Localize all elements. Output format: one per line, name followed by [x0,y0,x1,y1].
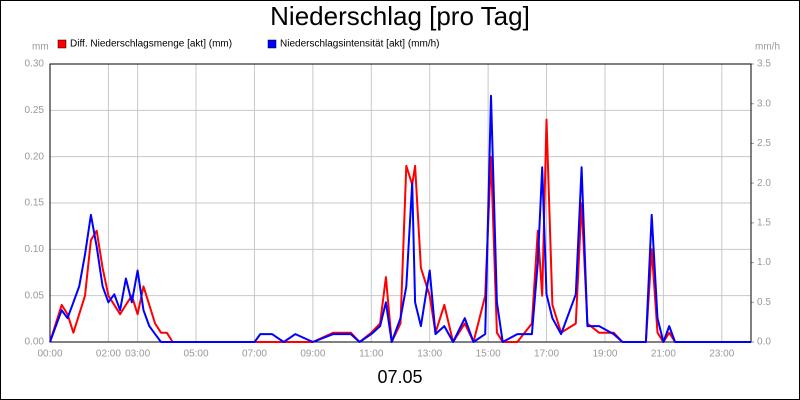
legend: Diff. Niederschlagsmenge [akt] (mm) Niede… [57,39,440,50]
chart-title: Niederschlag [pro Tag] [270,1,530,31]
x-tick-label: 19:00 [592,349,617,360]
legend-label: Niederschlagsintensität [akt] (mm/h) [280,39,440,50]
x-tick-label: 00:00 [37,349,62,360]
y2-tick-label: 2.5 [757,138,771,149]
y-tick-label: 0.30 [25,59,45,70]
y-tick-label: 0.10 [25,244,45,255]
y2-tick-label: 3.5 [757,59,771,70]
y-axis-label: mm [32,42,49,53]
legend-label: Diff. Niederschlagsmenge [akt] (mm) [70,39,232,50]
x-tick-label: 15:00 [476,349,501,360]
y2-tick-label: 1.5 [757,217,771,228]
x-tick-label: 23:00 [709,349,734,360]
y2-tick-label: 0.5 [757,297,771,308]
x-tick-label: 13:00 [417,349,442,360]
x-tick-label: 17:00 [534,349,559,360]
x-tick-label: 09:00 [300,349,325,360]
y2-tick-label: 0.0 [757,337,771,348]
y2-tick-label: 3.0 [757,98,771,109]
x-axis-label: 07.05 [377,367,422,387]
legend-swatch [267,39,277,49]
data-line [49,94,751,343]
x-tick-label: 11:00 [359,349,384,360]
legend-swatch [57,39,67,49]
y2-tick-label: 1.0 [757,257,771,268]
x-tick-label: 21:00 [651,349,676,360]
y-tick-label: 0.05 [25,290,45,301]
y-tick-label: 0.25 [25,105,45,116]
x-tick-label: 02:00 [96,349,121,360]
y-tick-label: 0.20 [25,151,45,162]
y2-axis-label: mm/h [755,42,780,53]
y-tick-label: 0.00 [25,337,45,348]
plot-area [49,63,752,343]
x-tick-label: 07:00 [242,349,267,360]
y-tick-label: 0.15 [25,198,45,209]
y2-tick-label: 2.0 [757,178,771,189]
x-tick-label: 03:00 [125,349,150,360]
x-tick-label: 05:00 [184,349,209,360]
